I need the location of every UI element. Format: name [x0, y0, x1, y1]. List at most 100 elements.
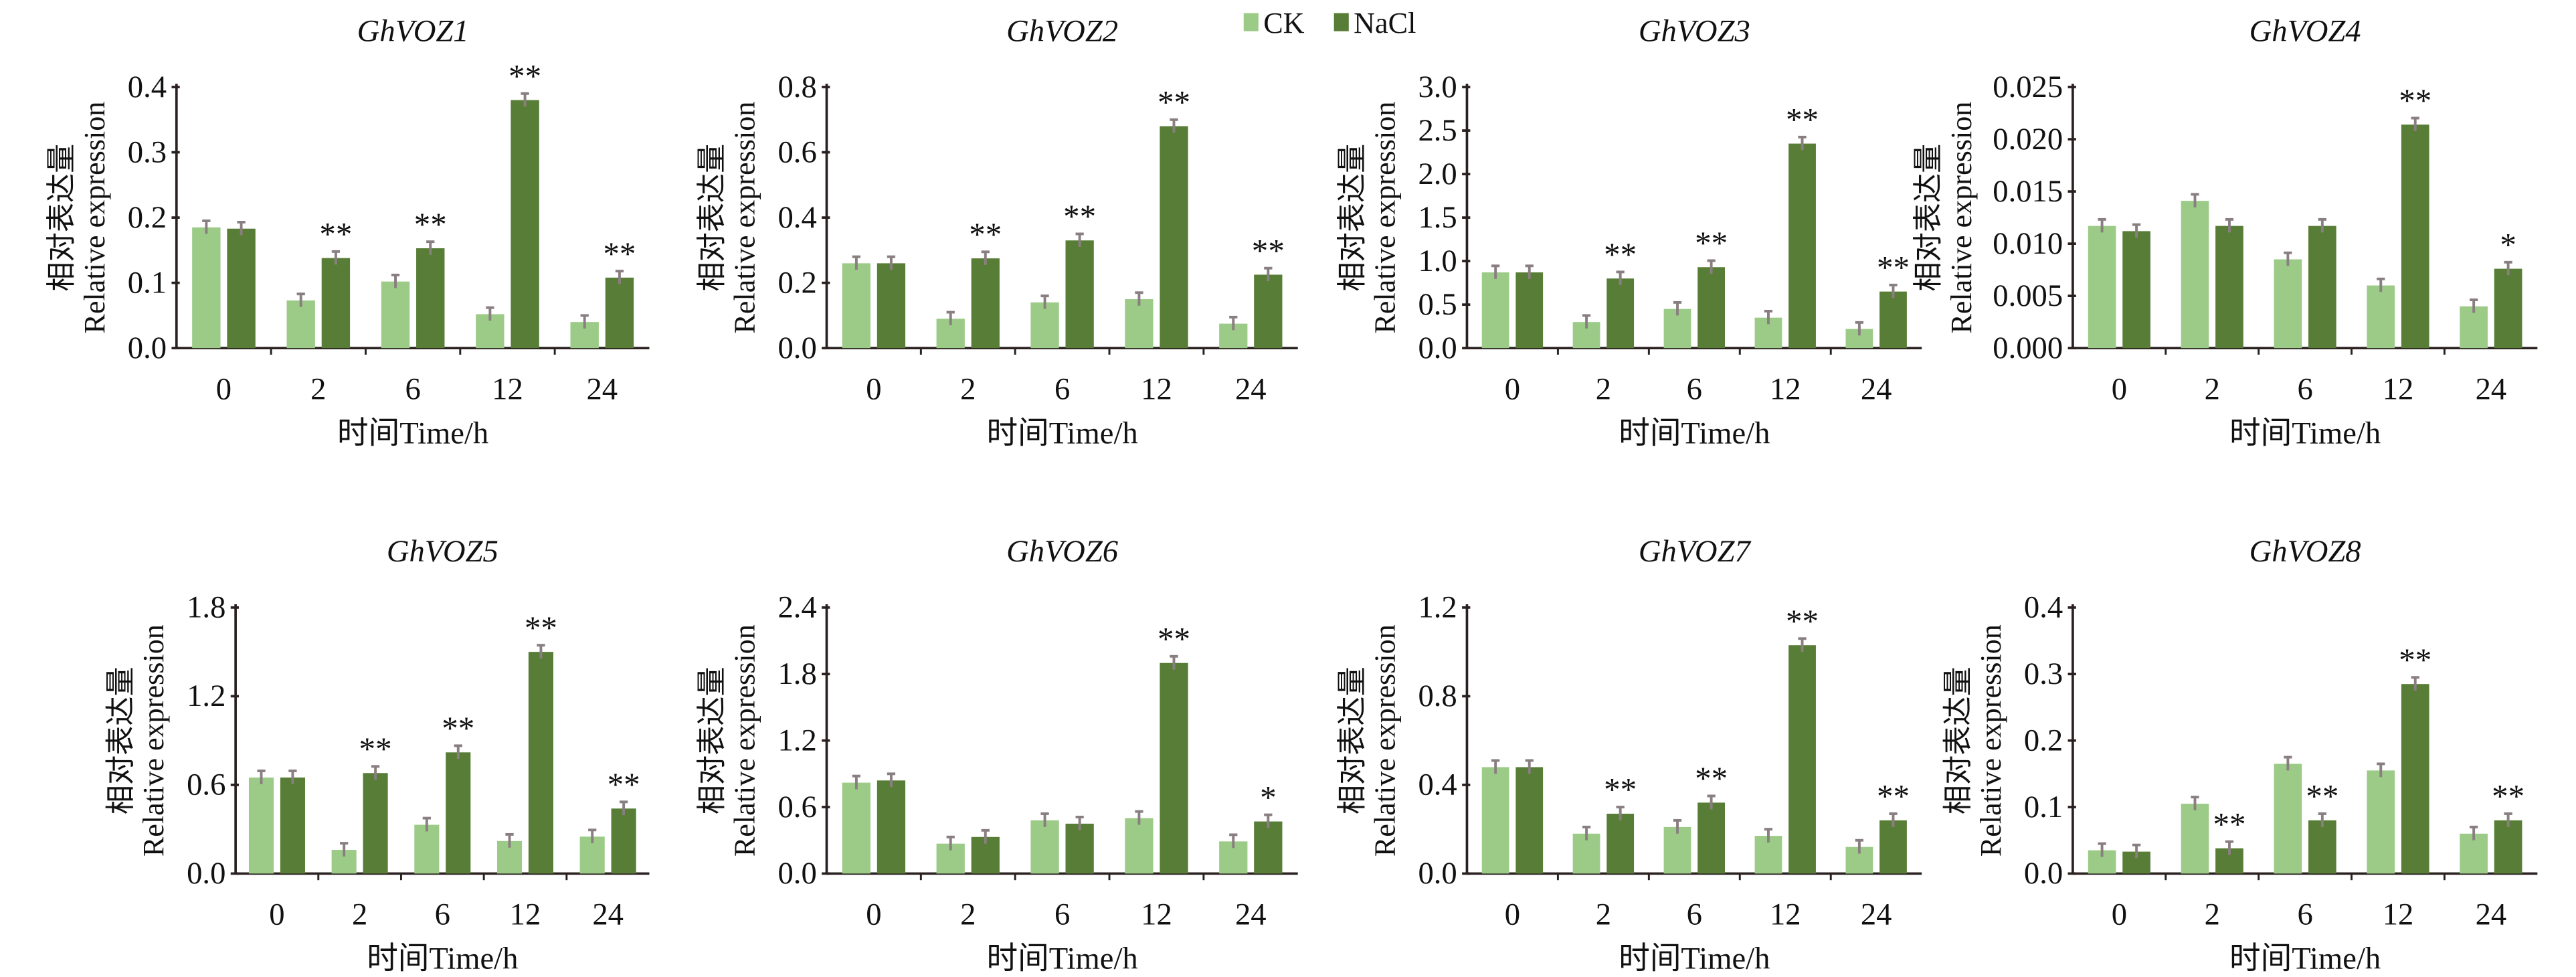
y-axis-label-en: Relative expression: [1368, 624, 1401, 857]
x-axis-label: 时间Time/h: [2229, 942, 2381, 976]
chart-panel-4: GhVOZ4 0.000 0.005 0.010 0.015 0.020 0.025 相对表达…: [1912, 13, 2538, 451]
y-tick-label: 1.2: [1418, 590, 1457, 625]
x-tick-label: 12: [2383, 371, 2414, 406]
bar-ck: [2274, 764, 2302, 874]
bar-nacl: [416, 248, 445, 349]
bar-ck: [414, 824, 440, 874]
y-tick-label: 3.0: [1418, 70, 1457, 104]
y-axis-label-en: Relative expression: [729, 624, 761, 857]
x-tick-label: 6: [405, 371, 420, 406]
x-tick-label: 2: [352, 897, 367, 931]
y-tick-label: 0.005: [1993, 278, 2063, 313]
significance-marker: *: [2500, 226, 2516, 263]
bar-ck: [2274, 259, 2302, 349]
bar-nacl: [877, 780, 906, 874]
y-tick-label: 0.0: [1418, 331, 1457, 365]
legend: CK NaCl: [1243, 7, 1416, 39]
bar-ck: [1125, 818, 1154, 874]
x-tick-label: 0: [1505, 371, 1520, 406]
y-tick-label: 0.0: [128, 331, 167, 365]
x-tick-label: 6: [2297, 897, 2312, 931]
chart-panel-1: GhVOZ1 0.0 0.1 0.2 0.3 0.4 相对表达量 Relative expre…: [45, 13, 650, 451]
significance-marker: **: [1695, 225, 1728, 262]
y-tick-label: 0.0: [777, 331, 816, 365]
panel-title: GhVOZ2: [1006, 13, 1118, 48]
panel-title: GhVOZ6: [1006, 534, 1119, 569]
significance-marker: **: [1063, 198, 1096, 235]
y-tick-label: 0.4: [2024, 590, 2063, 625]
bar-nacl: [227, 228, 256, 349]
bar-nacl: [2494, 820, 2522, 874]
y-tick-label: 0.5: [1418, 287, 1457, 322]
x-tick-label: 24: [1861, 371, 1892, 406]
y-tick-label: 0.4: [128, 70, 167, 104]
bar-nacl: [2494, 268, 2522, 349]
bar-nacl: [1160, 662, 1188, 874]
x-tick-label: 24: [2476, 897, 2507, 931]
bar-ck: [248, 777, 274, 874]
y-tick-label: 0.8: [777, 70, 816, 104]
panel-title: GhVOZ8: [2249, 534, 2361, 569]
bar-nacl: [971, 258, 1000, 349]
bar-nacl: [877, 263, 906, 349]
x-tick-label: 24: [1235, 371, 1267, 406]
significance-marker: **: [525, 609, 557, 646]
x-axis-label: 时间Time/h: [987, 416, 1138, 451]
bar-ck: [2460, 306, 2488, 349]
x-tick-label: 6: [1687, 371, 1702, 406]
bar-ck: [2367, 285, 2395, 349]
chart-panel-2: GhVOZ2 0.0 0.2 0.4 0.6 0.8 相对表达量 Relative expre…: [695, 13, 1298, 451]
bar-nacl: [1515, 767, 1544, 874]
bar-ck: [2181, 804, 2209, 874]
legend-swatch-nacl: [1333, 13, 1349, 31]
y-tick-label: 0.2: [777, 265, 816, 300]
x-tick-label: 0: [2112, 371, 2127, 406]
y-tick-label: 1.0: [1418, 244, 1457, 278]
y-axis-label-en: Relative expression: [1945, 102, 1978, 334]
legend-label-nacl: NaCl: [1354, 7, 1416, 39]
bar-ck: [286, 300, 315, 349]
significance-marker: **: [442, 710, 474, 747]
x-tick-label: 12: [1770, 371, 1801, 406]
bar-ck: [1663, 826, 1691, 874]
bar-ck: [2181, 201, 2209, 349]
bar-nacl: [1697, 802, 1726, 874]
x-tick-label: 0: [216, 371, 232, 406]
bar-nacl: [2122, 231, 2150, 349]
y-tick-label: 0.4: [1418, 768, 1457, 802]
chart-panel-5: GhVOZ5 0.0 0.6 1.2 1.8 相对表达量 Relative expressi…: [104, 534, 650, 976]
y-tick-label: 0.6: [777, 790, 816, 824]
y-axis-label-en: Relative expression: [729, 102, 761, 334]
bar-ck: [2367, 770, 2395, 874]
y-tick-label: 0.3: [2024, 656, 2063, 691]
y-tick-label: 1.8: [777, 656, 816, 691]
significance-marker: **: [1786, 602, 1819, 639]
bar-nacl: [446, 752, 471, 874]
y-tick-label: 0.0: [187, 856, 225, 891]
bar-nacl: [511, 100, 539, 349]
y-axis-label-cn: 相对表达量: [1912, 144, 1945, 292]
significance-marker: **: [319, 215, 352, 252]
x-tick-label: 0: [269, 897, 284, 931]
y-tick-label: 0.020: [1993, 122, 2063, 157]
x-axis-label: 时间Time/h: [1619, 416, 1770, 451]
bar-nacl: [1254, 274, 1283, 349]
y-tick-label: 0.6: [187, 768, 225, 802]
significance-marker: **: [2399, 641, 2431, 678]
x-tick-label: 2: [310, 371, 326, 406]
y-tick-label: 0.3: [128, 135, 167, 169]
bar-nacl: [1879, 820, 1907, 874]
legend-swatch-ck: [1243, 13, 1259, 31]
significance-marker: **: [1604, 236, 1637, 273]
y-tick-label: 0.2: [2024, 723, 2063, 758]
bar-nacl: [1697, 267, 1726, 349]
y-tick-label: 0.010: [1993, 226, 2063, 261]
chart-panel-7: GhVOZ7 0.0 0.4 0.8 1.2 相对表达量 Relative expressi…: [1336, 534, 1922, 976]
x-tick-label: 0: [866, 371, 881, 406]
y-tick-label: 2.5: [1418, 113, 1457, 148]
chart-panel-8: GhVOZ8 0.0 0.1 0.2 0.3 0.4 相对表达量 Relative expre…: [1942, 534, 2538, 976]
bar-nacl: [1515, 272, 1544, 349]
y-tick-label: 1.8: [187, 590, 225, 625]
significance-marker: **: [359, 730, 392, 767]
x-tick-label: 2: [960, 371, 976, 406]
